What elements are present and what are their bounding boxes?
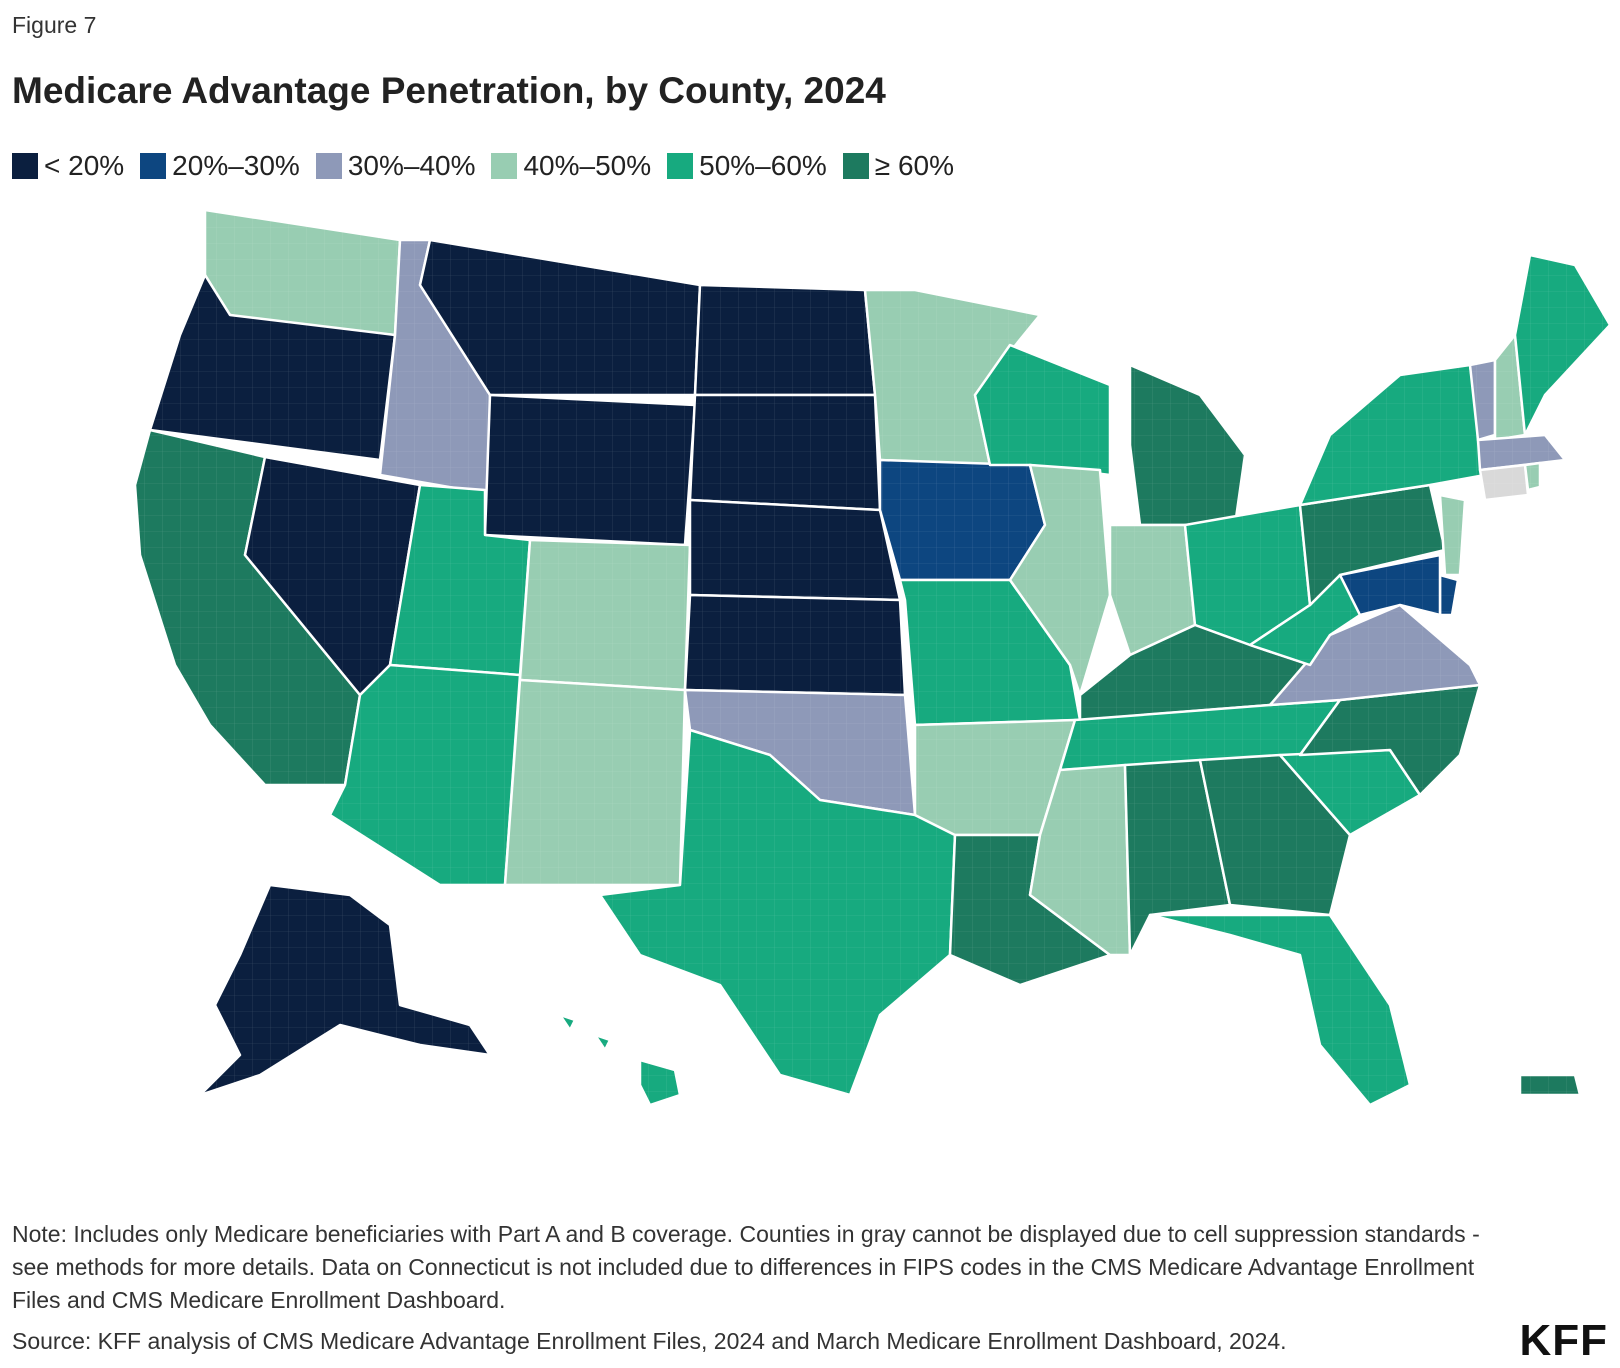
state-alaska — [198, 883, 492, 1097]
legend: < 20% 20%–30% 30%–40% 40%–50% 50%–60% ≥ … — [12, 150, 954, 182]
state-nebraska — [688, 498, 902, 602]
state-south-dakota — [688, 393, 882, 512]
us-county-map — [0, 195, 1620, 1155]
state-new-york — [1298, 363, 1487, 507]
legend-label: 40%–50% — [523, 150, 652, 181]
legend-item-40-50: 40%–50% — [491, 150, 651, 182]
state-kansas — [683, 593, 907, 697]
note-text: Note: Includes only Medicare beneficiari… — [12, 1221, 1480, 1313]
legend-swatch — [842, 153, 869, 179]
legend-swatch — [315, 153, 342, 179]
state-wyoming — [483, 393, 697, 547]
figure-label: Figure 7 — [12, 12, 97, 38]
legend-swatch — [140, 153, 167, 179]
state-florida — [1148, 913, 1412, 1107]
state-delaware — [1438, 573, 1460, 617]
legend-swatch — [491, 153, 518, 179]
source-text: Source: KFF analysis of CMS Medicare Adv… — [12, 1328, 1287, 1354]
state-hawaii — [558, 1013, 682, 1107]
legend-label: 50%–60% — [699, 150, 827, 181]
state-new-mexico — [503, 678, 687, 887]
legend-item-gte60: ≥ 60% — [842, 150, 954, 182]
legend-item-30-40: 30%–40% — [315, 150, 476, 182]
state-michigan — [1128, 363, 1247, 527]
legend-label: 30%–40% — [347, 150, 476, 181]
legend-label: < 20% — [44, 150, 125, 181]
state-wisconsin — [973, 343, 1112, 477]
legend-item-50-60: 50%–60% — [667, 150, 827, 182]
state-colorado — [518, 538, 692, 692]
state-maine — [1513, 253, 1612, 437]
chart-title: Medicare Advantage Penetration, by Count… — [12, 70, 886, 111]
state-rhode-island — [1523, 461, 1542, 492]
state-new-jersey — [1438, 493, 1467, 577]
legend-swatch — [667, 153, 694, 179]
legend-label: 20%–30% — [172, 150, 300, 181]
state-arizona — [328, 663, 522, 887]
kff-logo: KFF — [1519, 1316, 1608, 1365]
legend-item-20-30: 20%–30% — [140, 150, 300, 182]
territory-puerto-rico — [1518, 1073, 1582, 1097]
state-connecticut — [1478, 463, 1530, 502]
legend-label: ≥ 60% — [874, 150, 954, 181]
legend-item-lt20: < 20% — [12, 150, 124, 182]
legend-swatch — [12, 153, 38, 179]
state-north-dakota — [693, 283, 877, 397]
